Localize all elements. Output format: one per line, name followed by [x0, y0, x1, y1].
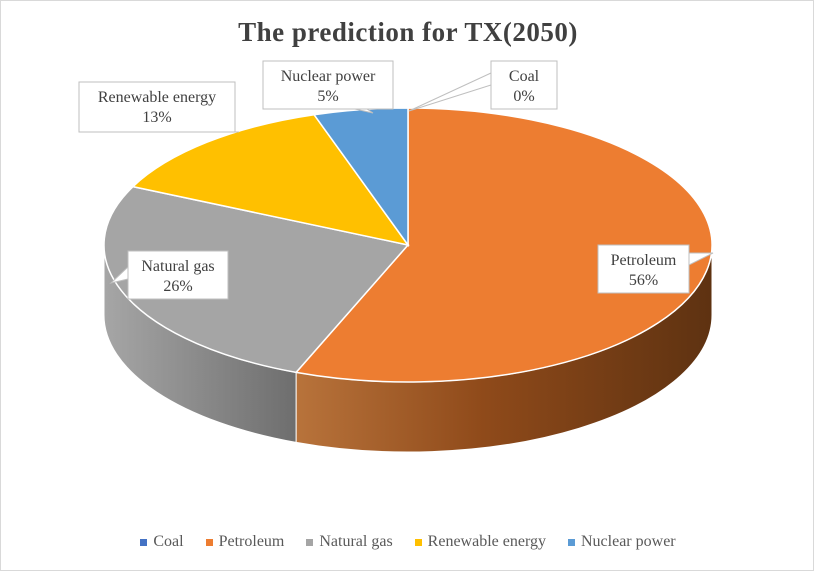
callout-value: 26% [163, 278, 192, 295]
callout-petroleum: Petroleum 56% [597, 244, 714, 294]
legend-item-coal: Coal [140, 533, 184, 551]
legend-label: Coal [153, 533, 184, 550]
callout-label: Nuclear power [281, 68, 376, 85]
legend-item-petroleum: Petroleum [205, 533, 285, 551]
chart-title: The prediction for TX(2050) [238, 17, 578, 47]
callout-label: Renewable energy [98, 89, 216, 106]
callout-label: Coal [509, 68, 540, 85]
callout-value: 0% [513, 88, 534, 105]
legend-label: Nuclear power [581, 533, 676, 550]
pie-slice-petroleum [294, 107, 713, 383]
legend-item-natural-gas: Natural gas [306, 533, 393, 551]
callout-value: 13% [142, 109, 171, 126]
callout-renewable-energy: Renewable energy 13% [78, 81, 239, 133]
callout-label: Natural gas [141, 258, 214, 275]
callout-value: 56% [629, 272, 658, 289]
callout-coal: Coal 0% [408, 60, 558, 112]
legend-swatch [205, 538, 213, 546]
pie-slice-renewable-energy [131, 113, 410, 247]
callout-value: 5% [317, 88, 338, 105]
legend-swatch [306, 538, 314, 546]
legend-item-nuclear-power: Nuclear power [568, 533, 676, 551]
callout-natural-gas: Natural gas 26% [109, 250, 229, 300]
chart-legend: Coal Petroleum Natural gas Renewable energy… [1, 531, 814, 553]
legend-label: Petroleum [218, 533, 285, 550]
legend-swatch [568, 538, 575, 546]
legend-item-renewable-energy: Renewable energy [414, 533, 546, 551]
callout-label: Petroleum [611, 252, 677, 269]
legend-label: Natural gas [319, 533, 393, 550]
callout-nuclear-power: Nuclear power 5% [262, 60, 394, 114]
legend-swatch [414, 538, 422, 546]
legend-swatch [140, 538, 148, 546]
legend-label: Renewable energy [427, 533, 546, 550]
pie-slice-natural-gas [103, 185, 410, 374]
